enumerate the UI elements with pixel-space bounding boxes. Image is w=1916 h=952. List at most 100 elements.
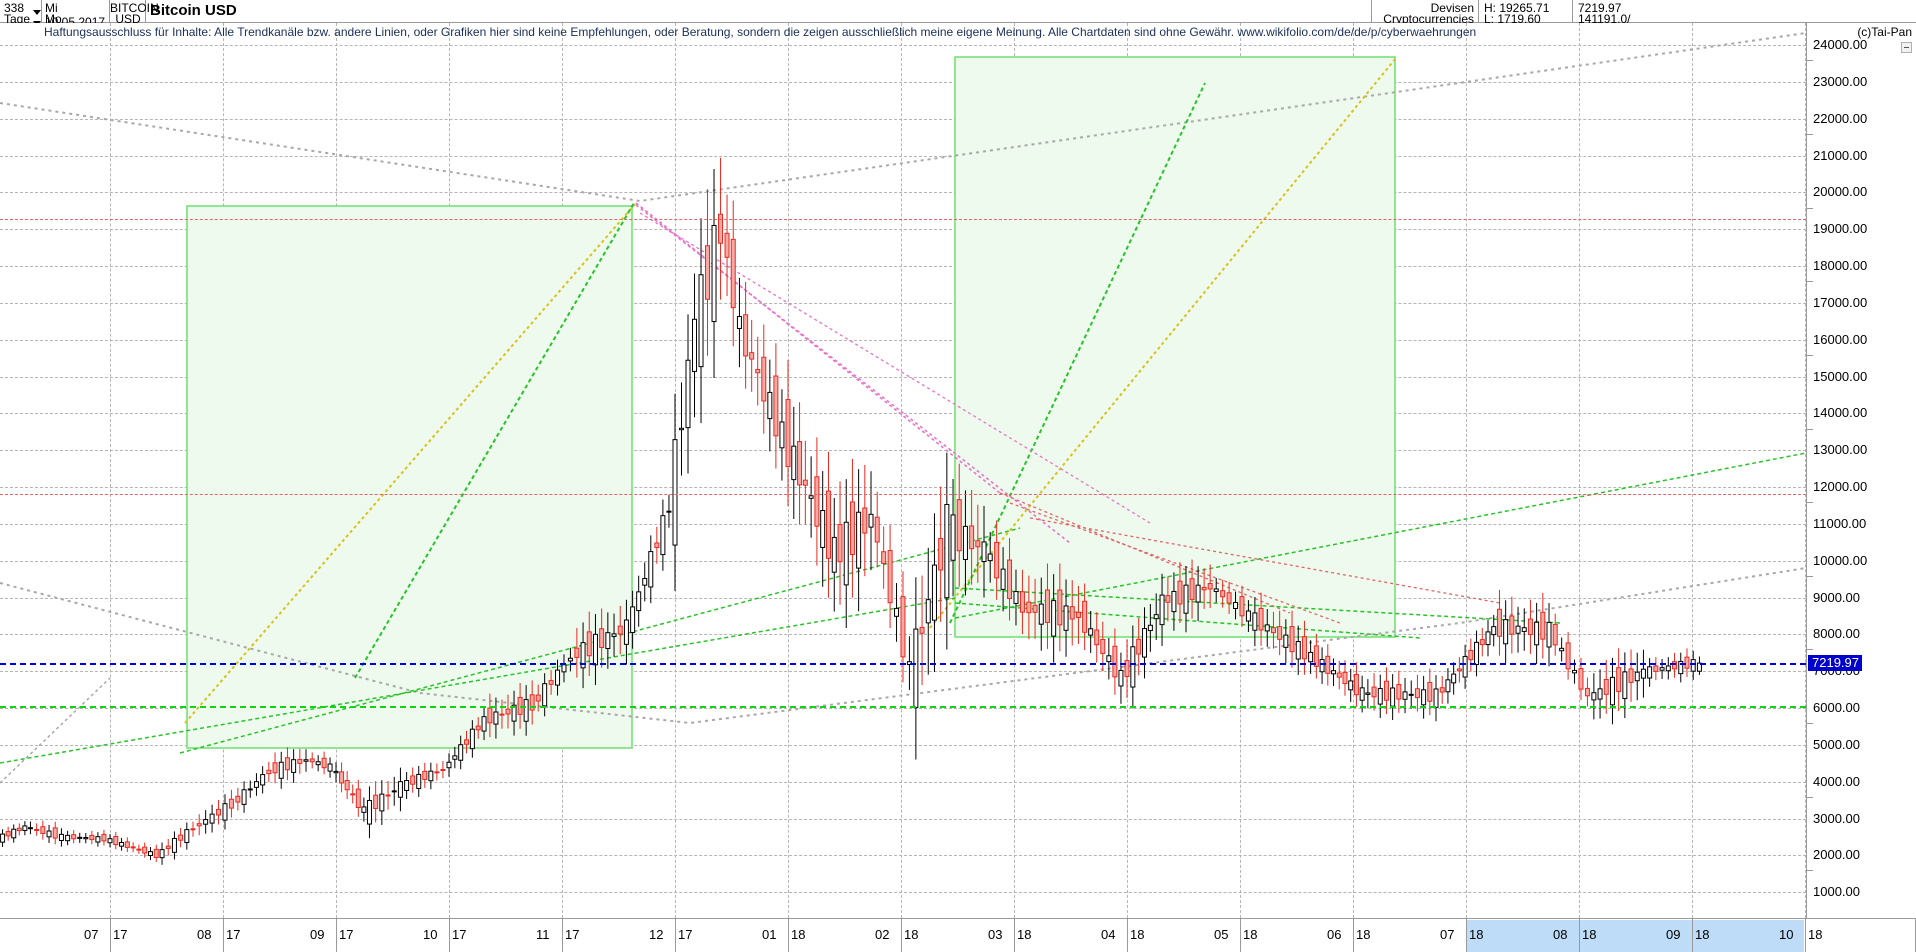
- gridline-22000: [0, 118, 1806, 120]
- green-resistance-falling: [954, 587, 1561, 624]
- high-low-block: H: 19265.71 L: 1719.60: [1479, 0, 1573, 26]
- x-tick-separator: [1014, 919, 1015, 952]
- candle-body: [327, 763, 333, 772]
- y-tick-label: 12000.00: [1807, 480, 1867, 946]
- x-tick-label-year: 18: [791, 927, 806, 942]
- x-tick-separator: [1579, 919, 1580, 952]
- date-range-block[interactable]: Mi 10.05.2017 Mo 03.09.2018: [42, 0, 110, 40]
- candle-body: [1136, 638, 1142, 655]
- candle-body: [1159, 594, 1165, 626]
- y-tick-label: 4000.00: [1813, 773, 1860, 789]
- price-plot[interactable]: [0, 23, 1806, 918]
- candle-body: [1051, 600, 1057, 637]
- candle-body: [1591, 692, 1597, 701]
- y-tick-label: 10000.00: [1813, 552, 1868, 568]
- candle-body: [919, 626, 925, 634]
- x-tick-separator: [1127, 919, 1128, 952]
- gray-channel-upper: [0, 32, 1806, 203]
- candle-body: [1408, 693, 1414, 696]
- vertical-gridline: [223, 23, 224, 918]
- bars-count-selector[interactable]: 338 Tage: [0, 0, 42, 27]
- candle-body: [297, 758, 303, 764]
- candle-body: [397, 781, 403, 798]
- candle-body: [1171, 590, 1177, 613]
- candle-body: [956, 499, 962, 552]
- candle-body: [642, 578, 648, 586]
- candle-body: [83, 837, 89, 840]
- vertical-gridline: [675, 23, 676, 918]
- candle-body: [773, 375, 779, 437]
- candle-body: [89, 834, 95, 841]
- y-tick: [1807, 870, 1813, 872]
- candle-body: [350, 793, 356, 796]
- yellow-trend-1: [184, 202, 637, 724]
- x-tick-label-month: 05: [1214, 927, 1229, 942]
- candle-body: [278, 761, 284, 779]
- x-tick-label-month: 02: [875, 927, 890, 942]
- candle-body: [1000, 568, 1006, 590]
- gridline-19000: [0, 229, 1806, 231]
- candle-body: [1026, 601, 1032, 614]
- x-tick-label-month: 09: [1666, 927, 1681, 942]
- green-trend-3: [0, 597, 956, 764]
- y-tick-label: 9000.00: [1813, 589, 1860, 605]
- x-tick-separator: [562, 919, 563, 952]
- minus-box-icon[interactable]: [1901, 42, 1912, 53]
- y-tick: [1807, 796, 1813, 798]
- vertical-gridline: [788, 23, 789, 918]
- candle-body: [184, 829, 190, 844]
- candle-body: [1183, 584, 1189, 614]
- candle-body: [567, 657, 573, 662]
- candle-body: [1258, 607, 1264, 631]
- last-price-badge: 7219.97: [1808, 655, 1862, 672]
- x-tick-label-year: 18: [1582, 927, 1597, 942]
- x-tick-separator: [336, 919, 337, 952]
- gridline-11000: [0, 523, 1806, 525]
- y-tick: [1807, 133, 1813, 135]
- gridline-15000: [0, 376, 1806, 378]
- candle-body: [862, 507, 868, 534]
- support-line-low: [0, 706, 1806, 709]
- symbol-block[interactable]: BITCOIN USD: [110, 0, 159, 26]
- candle-body: [1245, 610, 1251, 622]
- x-tick-separator: [1353, 919, 1354, 952]
- candle-body: [1057, 589, 1063, 626]
- candle-body: [1295, 641, 1301, 660]
- candle-body: [1451, 673, 1457, 684]
- candle-body: [34, 828, 40, 831]
- gray-channel-lower: [0, 567, 1806, 725]
- volume-value: 141191.0/: [1578, 12, 1631, 26]
- candle-body: [1396, 684, 1402, 700]
- gridline-9000: [0, 597, 1806, 599]
- y-tick-label: 16000.00: [1807, 333, 1867, 651]
- candle-body: [1019, 591, 1025, 613]
- time-axis[interactable]: 07 17 08 17 09 17 10 17 11 17 12 17 01 18 02 18 03 18 04 18…: [0, 918, 1916, 952]
- candle-body: [1270, 627, 1276, 634]
- candle-body: [586, 631, 592, 657]
- candle-body: [1032, 604, 1038, 613]
- candle-body: [767, 391, 773, 420]
- candle-body: [505, 708, 511, 715]
- vertical-gridline: [110, 23, 111, 918]
- last-price-line: [0, 663, 1806, 666]
- x-tick-label-month: 10: [1779, 927, 1794, 942]
- candle-body: [1069, 606, 1075, 620]
- candle-body: [1112, 645, 1118, 678]
- candle-body: [373, 794, 379, 809]
- candle-body: [1659, 667, 1665, 671]
- x-tick-separator: [675, 919, 676, 952]
- gridline-16000: [0, 339, 1806, 341]
- vertical-gridline: [1014, 23, 1015, 918]
- candle-body: [11, 828, 17, 839]
- price-axis[interactable]: (c)Tai-Pan 24000.00 23000.00 22000.00 21000…: [1806, 23, 1916, 946]
- x-tick-label-year: 18: [1469, 927, 1484, 942]
- time-axis-selection[interactable]: [1466, 920, 1804, 952]
- candle-body: [913, 628, 919, 709]
- gridline-17000: [0, 302, 1806, 304]
- candle-body: [16, 827, 22, 832]
- y-tick-label: 8000.00: [1813, 626, 1860, 642]
- chevron-down-icon[interactable]: [30, 4, 41, 22]
- market-group-2: Cryptocurrencies: [1383, 12, 1474, 26]
- candle-body: [969, 525, 975, 550]
- candle-body: [235, 795, 241, 803]
